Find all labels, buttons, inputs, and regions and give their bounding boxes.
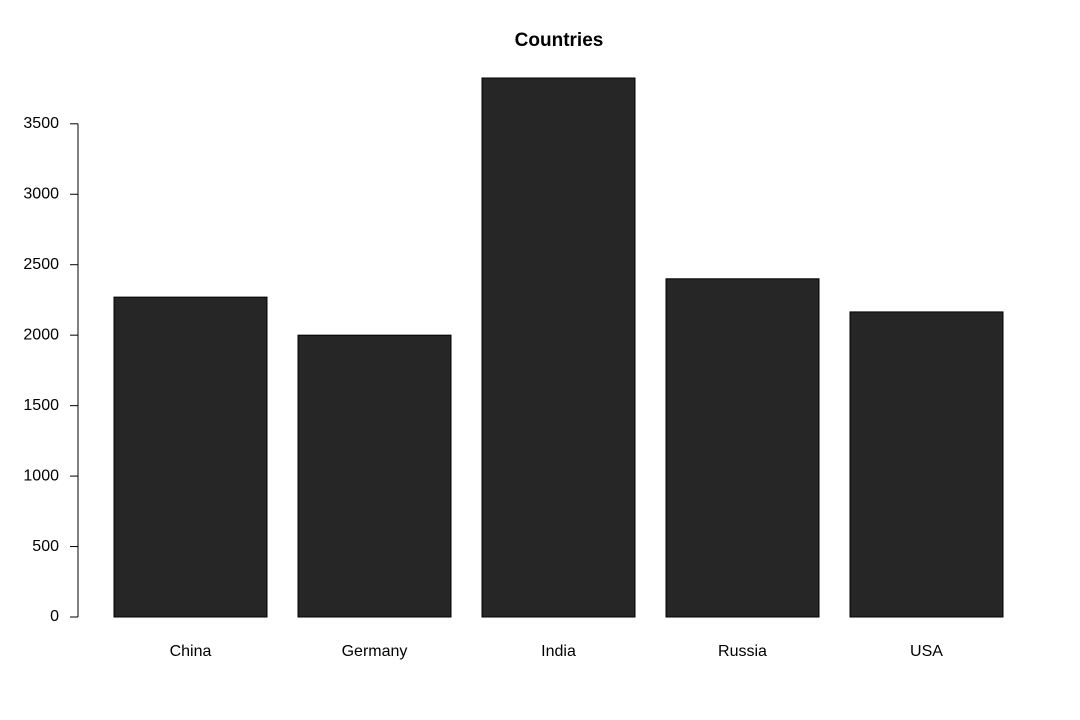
bar: [481, 77, 636, 618]
x-tick-label: USA: [910, 643, 943, 660]
y-tick-label: 3500: [23, 115, 59, 132]
chart-title: Countries: [515, 30, 604, 51]
y-tick-label: 1500: [23, 397, 59, 414]
bar: [297, 334, 452, 618]
x-tick-label: Germany: [342, 643, 408, 660]
y-tick-label: 1000: [23, 467, 59, 484]
y-tick-label: 2000: [23, 326, 59, 343]
bar: [113, 296, 268, 618]
y-tick-label: 3000: [23, 185, 59, 202]
y-tick-label: 2500: [23, 256, 59, 273]
x-tick-label: India: [541, 643, 576, 660]
y-tick-label: 500: [32, 538, 59, 555]
x-tick-label: China: [170, 643, 212, 660]
bar: [849, 311, 1004, 618]
bar: [665, 278, 820, 618]
y-tick-label: 0: [50, 608, 59, 625]
x-tick-label: Russia: [718, 643, 767, 660]
